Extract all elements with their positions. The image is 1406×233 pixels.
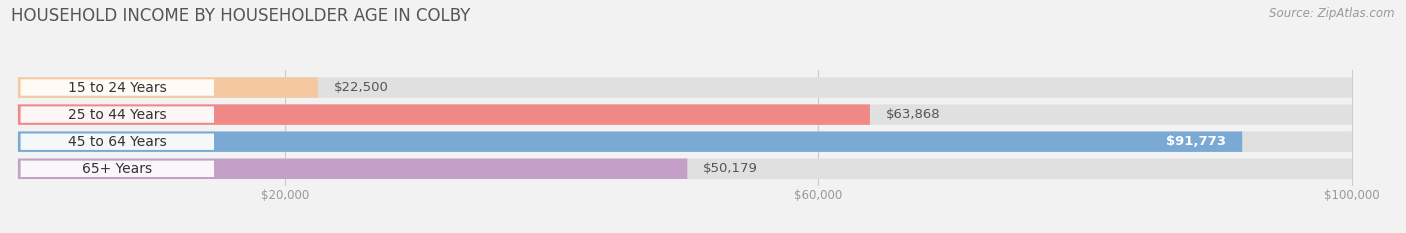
FancyBboxPatch shape xyxy=(18,104,870,125)
FancyBboxPatch shape xyxy=(21,79,214,96)
FancyBboxPatch shape xyxy=(18,159,688,179)
FancyBboxPatch shape xyxy=(18,77,318,98)
Text: HOUSEHOLD INCOME BY HOUSEHOLDER AGE IN COLBY: HOUSEHOLD INCOME BY HOUSEHOLDER AGE IN C… xyxy=(11,7,471,25)
Text: $91,773: $91,773 xyxy=(1166,135,1226,148)
FancyBboxPatch shape xyxy=(18,77,1353,98)
Text: 25 to 44 Years: 25 to 44 Years xyxy=(67,108,167,122)
Text: $50,179: $50,179 xyxy=(703,162,758,175)
Text: Source: ZipAtlas.com: Source: ZipAtlas.com xyxy=(1270,7,1395,20)
FancyBboxPatch shape xyxy=(21,106,214,123)
FancyBboxPatch shape xyxy=(18,131,1353,152)
Text: 15 to 24 Years: 15 to 24 Years xyxy=(67,81,167,95)
Text: $22,500: $22,500 xyxy=(335,81,389,94)
Text: 65+ Years: 65+ Years xyxy=(82,162,152,176)
Text: 45 to 64 Years: 45 to 64 Years xyxy=(67,135,167,149)
FancyBboxPatch shape xyxy=(18,104,1353,125)
FancyBboxPatch shape xyxy=(21,134,214,150)
FancyBboxPatch shape xyxy=(18,159,1353,179)
FancyBboxPatch shape xyxy=(18,131,1241,152)
Text: $63,868: $63,868 xyxy=(886,108,941,121)
FancyBboxPatch shape xyxy=(21,161,214,177)
